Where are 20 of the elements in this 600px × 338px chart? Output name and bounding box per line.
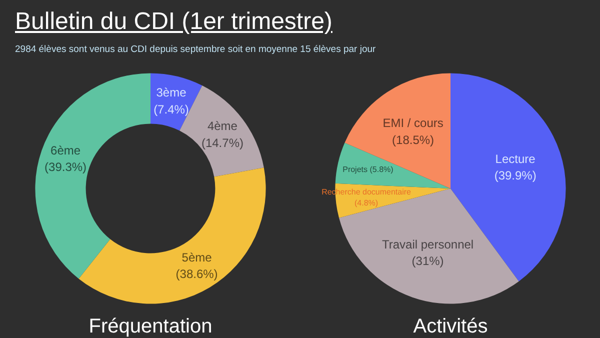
slice-label: EMI / cours bbox=[382, 116, 444, 130]
data-label: (39.9%) bbox=[494, 168, 536, 183]
slice-label: 3ème bbox=[156, 86, 187, 100]
chart-title: Bulletin du CDI (1er trimestre) bbox=[15, 7, 334, 37]
data-label: (7.4%) bbox=[154, 102, 189, 116]
data-label: (31%) bbox=[412, 254, 444, 268]
slice-label: 4ème bbox=[207, 119, 238, 134]
slice-label: Lecture bbox=[495, 152, 536, 166]
text: Activités bbox=[413, 316, 488, 338]
slice-label: 6ème bbox=[50, 143, 81, 158]
data-label: (38.6%) bbox=[176, 267, 218, 282]
data-label: (39.3%) bbox=[44, 160, 87, 174]
chart-subtitle: 2984 élèves sont venus au CDI depuis septembre soit en moyenne 15 élèves par jour bbox=[15, 43, 376, 57]
data-label: (4.8%) bbox=[354, 198, 378, 208]
slice-label: 5ème bbox=[182, 250, 212, 264]
data-label: (14.7%) bbox=[201, 136, 244, 150]
slice-label: Travail personnel bbox=[382, 237, 474, 252]
text: Fréquentation bbox=[88, 316, 212, 338]
slice-label: Projets (5.8%) bbox=[342, 165, 394, 174]
data-label: (18.5%) bbox=[392, 132, 434, 147]
